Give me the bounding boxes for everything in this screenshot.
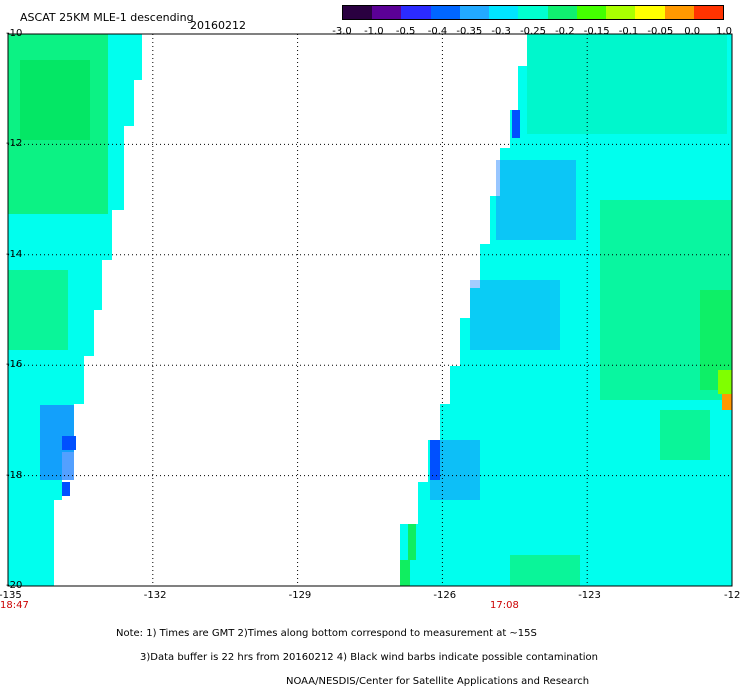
colorbar-swatch	[635, 6, 665, 19]
notes: Note: 1) Times are GMT 2)Times along bot…	[116, 616, 598, 700]
longitude-label: -120	[724, 590, 740, 601]
longitude-label: -135	[0, 590, 22, 601]
right-blue-patch	[470, 280, 560, 350]
map-date: 20160212	[190, 19, 246, 32]
colorbar-swatch	[489, 6, 519, 19]
right-green-patch	[510, 555, 580, 586]
right-orange-patch	[722, 394, 732, 410]
latitude-label: -18	[6, 469, 23, 481]
right-teal-patch	[527, 34, 727, 134]
note-line: Note: 1) Times are GMT 2)Times along bot…	[116, 628, 537, 639]
latitude-label: -12	[6, 138, 23, 150]
map-title: ASCAT 25KM MLE-1 descending	[20, 11, 194, 24]
colorbar-label: -0.3	[491, 26, 511, 37]
colorbar-label: -0.05	[647, 26, 674, 37]
colorbar-label: 0.0	[684, 26, 701, 37]
right-green-patch	[660, 410, 710, 460]
colorbar-swatch	[459, 6, 490, 19]
time-left: 18:47	[0, 600, 29, 611]
longitude-label: -126	[433, 590, 457, 601]
colorbar-label: -0.25	[520, 26, 546, 37]
right-blue-patch	[496, 160, 576, 240]
colorbar-label: -0.1	[618, 26, 639, 37]
left-blue-patch	[62, 482, 70, 496]
latitude-label: -10	[6, 28, 23, 39]
longitude-label: -129	[288, 590, 312, 601]
colorbar-swatch	[430, 6, 460, 19]
colorbar-swatch	[693, 6, 724, 19]
map-frame	[7, 33, 733, 587]
left-green-patch	[8, 270, 68, 350]
colorbar-label: -0.35	[456, 26, 483, 37]
right-green-patch	[400, 560, 410, 586]
left-blue-patch	[62, 436, 76, 450]
colorbar-swatch	[343, 6, 373, 19]
right-yellowgreen-patch	[718, 370, 732, 394]
right-blue-patch	[430, 440, 440, 480]
longitude-label: -132	[143, 590, 167, 601]
time-right: 17:08	[490, 600, 519, 611]
colorbar-label: -1.0	[364, 26, 384, 37]
left-swath	[8, 34, 142, 586]
colorbar-label: -0.2	[555, 26, 575, 37]
colorbar-swatch	[606, 6, 636, 19]
colorbar-label: 1.0	[716, 26, 732, 37]
note-line: NOAA/NESDIS/Center for Satellite Applica…	[286, 676, 590, 687]
left-green-patch	[20, 60, 90, 140]
longitude-label: -123	[578, 590, 601, 601]
colorbar-label: -0.15	[583, 26, 610, 37]
colorbar-label: -0.4	[427, 26, 448, 37]
swath-map	[7, 33, 733, 587]
colorbar-swatch	[518, 6, 548, 19]
right-blue-patch	[512, 110, 520, 138]
colorbar-label: -0.5	[395, 26, 416, 37]
colorbar-swatch	[664, 6, 694, 19]
colorbar-labels: -3.0 -1.0 -0.5 -0.4 -0.35 -0.3 -0.25 -0.2 -0.15-…	[330, 26, 740, 38]
map-grid	[8, 34, 732, 586]
note-line: 3)Data buffer is 22 hrs from 20160212 4)…	[140, 652, 598, 663]
colorbar-swatch	[547, 6, 577, 19]
colorbar	[342, 5, 724, 20]
colorbar-swatch	[372, 6, 402, 19]
latitude-label: -16	[6, 359, 23, 371]
right-green-patch	[408, 524, 416, 560]
right-swath-base	[400, 34, 732, 586]
colorbar-swatch	[576, 6, 607, 19]
right-swath	[400, 34, 732, 586]
latitude-label: -14	[6, 248, 23, 260]
colorbar-swatch	[401, 6, 431, 19]
latitude-label: -20	[6, 580, 23, 591]
colorbar-label: -3.0	[332, 26, 352, 37]
